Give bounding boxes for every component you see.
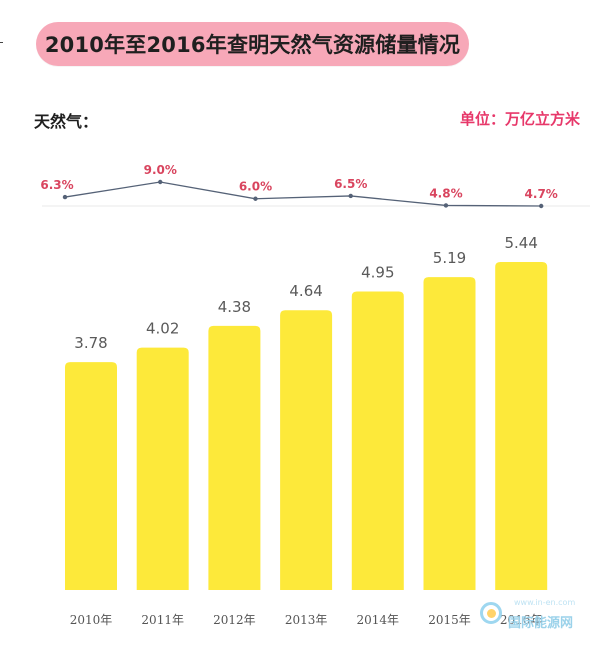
bar — [136, 347, 189, 590]
bar — [351, 291, 404, 590]
growth-label: 6.0% — [239, 180, 272, 194]
growth-point — [443, 203, 449, 208]
growth-label: 9.0% — [144, 163, 177, 177]
growth-point — [158, 179, 163, 185]
corner-mark — [0, 42, 3, 43]
x-tick-label: 2010年 — [70, 613, 113, 627]
watermark-url: www.in-en.com — [514, 598, 576, 607]
growth-label: 4.8% — [429, 186, 462, 200]
bar — [423, 277, 476, 590]
growth-point — [348, 193, 353, 199]
x-tick-label: 2014年 — [357, 613, 400, 627]
x-tick-label: 2012年 — [213, 613, 256, 627]
x-tick-label: 2015年 — [428, 613, 471, 627]
bar-value-label: 4.02 — [146, 320, 179, 338]
x-tick-label: 2011年 — [141, 613, 184, 627]
growth-point — [539, 203, 544, 209]
unit-label: 单位：万亿立方米 — [459, 110, 580, 128]
title-pill: 2010年至2016年查明天然气资源储量情况 — [36, 22, 469, 66]
growth-line — [64, 181, 542, 207]
bar-value-label: 4.64 — [289, 282, 322, 300]
bar-value-label: 5.44 — [504, 234, 537, 252]
category-label: 天然气： — [34, 112, 99, 131]
watermark-logo: www.in-en.com 国际能源网 — [474, 594, 594, 636]
watermark-text: 国际能源网 — [508, 616, 574, 631]
growth-label: 4.7% — [525, 187, 558, 201]
x-tick-label: 2013年 — [285, 613, 328, 627]
axis-layer: 2010年 2011年 2012年 2013年 2014年 2015年 2016年 — [70, 613, 543, 627]
bar — [208, 325, 261, 590]
growth-label: 6.3% — [40, 178, 73, 192]
growth-label: 6.5% — [334, 177, 367, 191]
bar — [280, 310, 333, 590]
growth-point — [253, 196, 258, 201]
logo-ring-icon — [480, 602, 502, 624]
bar — [65, 362, 117, 590]
logo-sun-icon — [487, 609, 496, 618]
chart-title: 2010年至2016年查明天然气资源储量情况 — [44, 33, 461, 57]
bar-layer: 3.78 4.02 4.38 4.64 4.95 5.19 5.44 — [65, 234, 548, 590]
bar-value-label: 4.38 — [218, 298, 251, 316]
line-layer: 6.3% 9.0% 6.0% 6.5% 4.8% 4.7% — [40, 163, 590, 209]
bar-value-label: 3.78 — [74, 334, 107, 352]
bar-value-label: 5.19 — [433, 249, 466, 267]
bar-value-label: 4.95 — [361, 264, 394, 282]
growth-point — [62, 194, 68, 200]
bar — [495, 262, 548, 590]
x-tick-label: 2016年 — [500, 613, 543, 627]
